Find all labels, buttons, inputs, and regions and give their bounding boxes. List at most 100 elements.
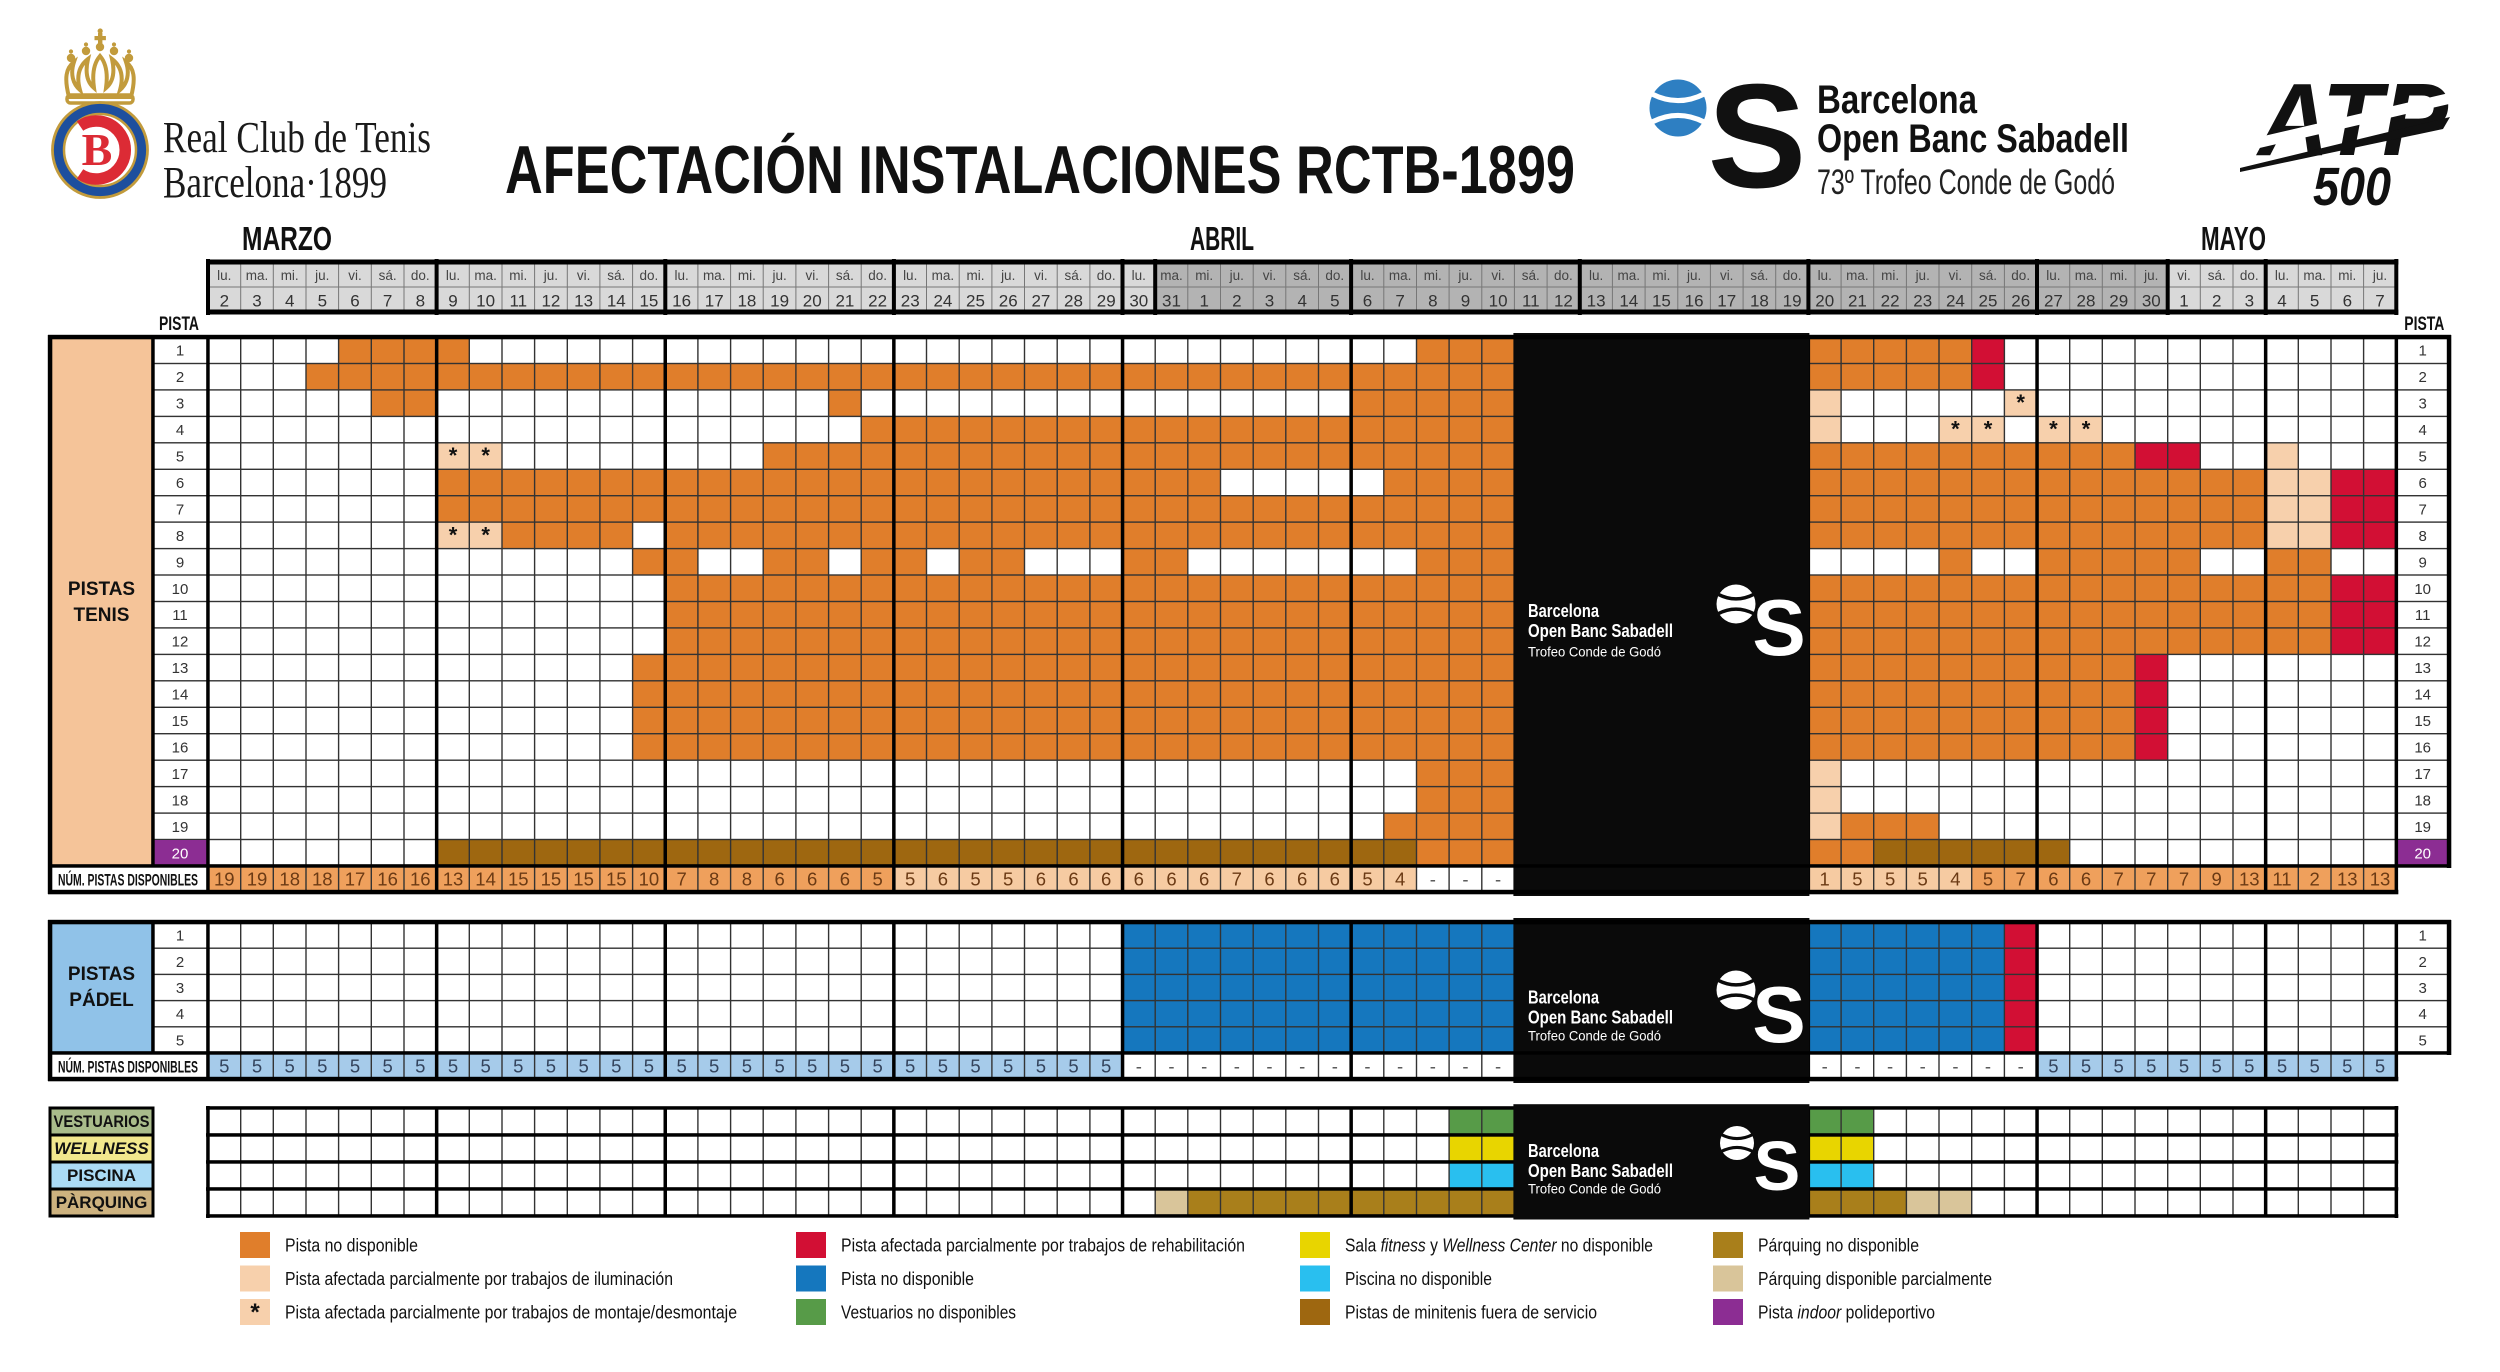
svg-text:lu.: lu. bbox=[1360, 268, 1374, 283]
svg-text:sá.: sá. bbox=[1979, 268, 1997, 283]
svg-text:Pista no disponible: Pista no disponible bbox=[841, 1269, 974, 1289]
svg-text:7: 7 bbox=[2419, 501, 2427, 518]
svg-text:sá.: sá. bbox=[379, 268, 397, 283]
svg-text:12: 12 bbox=[172, 634, 189, 651]
svg-text:6: 6 bbox=[807, 869, 817, 890]
svg-text:5: 5 bbox=[2342, 1056, 2352, 1077]
svg-text:ju.: ju. bbox=[1229, 268, 1244, 283]
svg-text:8: 8 bbox=[2419, 528, 2427, 545]
svg-text:5: 5 bbox=[578, 1056, 588, 1077]
svg-text:mi.: mi. bbox=[509, 268, 527, 283]
svg-text:5: 5 bbox=[415, 1056, 425, 1077]
svg-text:2: 2 bbox=[2419, 954, 2427, 971]
svg-text:5: 5 bbox=[2419, 449, 2427, 466]
svg-text:-: - bbox=[1887, 1056, 1893, 1077]
svg-text:6: 6 bbox=[840, 869, 850, 890]
svg-text:5: 5 bbox=[176, 1032, 184, 1049]
svg-text:do.: do. bbox=[640, 268, 659, 283]
svg-text:5: 5 bbox=[709, 1056, 719, 1077]
svg-text:vi.: vi. bbox=[1034, 268, 1048, 283]
svg-text:-: - bbox=[1136, 1056, 1142, 1077]
svg-text:Barcelona: Barcelona bbox=[1817, 78, 1978, 122]
svg-text:Pista afectada parcialmente po: Pista afectada parcialmente por trabajos… bbox=[841, 1236, 1245, 1256]
svg-text:7: 7 bbox=[1232, 869, 1242, 890]
svg-text:-: - bbox=[1985, 1056, 1991, 1077]
svg-text:mi.: mi. bbox=[738, 268, 756, 283]
svg-text:vi.: vi. bbox=[1491, 268, 1505, 283]
svg-text:Piscina no disponible: Piscina no disponible bbox=[1345, 1269, 1492, 1289]
svg-text:17: 17 bbox=[1717, 292, 1736, 311]
svg-text:PÀRQUING: PÀRQUING bbox=[56, 1193, 148, 1212]
svg-text:mi.: mi. bbox=[1652, 268, 1670, 283]
svg-text:mi.: mi. bbox=[967, 268, 985, 283]
svg-text:lu.: lu. bbox=[2275, 268, 2289, 283]
svg-text:PISTAS: PISTAS bbox=[68, 964, 135, 985]
svg-text:ma.: ma. bbox=[1846, 268, 1869, 283]
svg-text:16: 16 bbox=[2414, 740, 2431, 757]
svg-text:17: 17 bbox=[2414, 766, 2431, 783]
svg-text:5: 5 bbox=[219, 1056, 229, 1077]
svg-text:S: S bbox=[1754, 1127, 1801, 1205]
svg-text:3: 3 bbox=[176, 396, 184, 413]
svg-text:13: 13 bbox=[2239, 869, 2260, 890]
svg-text:13: 13 bbox=[172, 660, 189, 677]
svg-text:6: 6 bbox=[1036, 869, 1046, 890]
svg-text:7: 7 bbox=[2114, 869, 2124, 890]
svg-text:16: 16 bbox=[377, 869, 398, 890]
svg-text:2: 2 bbox=[176, 954, 184, 971]
svg-text:17: 17 bbox=[172, 766, 189, 783]
svg-text:-: - bbox=[1299, 1056, 1305, 1077]
svg-text:vi.: vi. bbox=[348, 268, 362, 283]
svg-text:Trofeo Conde de Godó: Trofeo Conde de Godó bbox=[1528, 1181, 1661, 1197]
svg-text:18: 18 bbox=[737, 292, 756, 311]
svg-text:5: 5 bbox=[2212, 1056, 2222, 1077]
svg-text:sá.: sá. bbox=[836, 268, 854, 283]
svg-text:vi.: vi. bbox=[2177, 268, 2191, 283]
svg-text:4: 4 bbox=[2419, 1006, 2427, 1023]
svg-text:19: 19 bbox=[1783, 292, 1802, 311]
svg-text:24: 24 bbox=[1946, 292, 1965, 311]
svg-text:-: - bbox=[2018, 1056, 2024, 1077]
svg-text:PISCINA: PISCINA bbox=[67, 1166, 136, 1185]
svg-text:22: 22 bbox=[868, 292, 887, 311]
svg-text:13: 13 bbox=[574, 292, 593, 311]
svg-text:ju.: ju. bbox=[1915, 268, 1930, 283]
svg-text:1: 1 bbox=[2419, 928, 2427, 945]
svg-text:Pista afectada parcialmente po: Pista afectada parcialmente por trabajos… bbox=[285, 1303, 737, 1323]
svg-text:5: 5 bbox=[1918, 869, 1928, 890]
svg-text:10: 10 bbox=[476, 292, 495, 311]
svg-text:5: 5 bbox=[2146, 1056, 2156, 1077]
svg-text:*: * bbox=[2016, 390, 2025, 415]
svg-text:4: 4 bbox=[2419, 422, 2427, 439]
svg-text:ma.: ma. bbox=[2303, 268, 2326, 283]
svg-text:Barcelona: Barcelona bbox=[1528, 601, 1600, 621]
svg-text:TENIS: TENIS bbox=[74, 605, 130, 626]
svg-text:2: 2 bbox=[1232, 292, 1241, 311]
svg-text:-: - bbox=[1462, 1056, 1468, 1077]
svg-text:27: 27 bbox=[1031, 292, 1050, 311]
svg-text:sá.: sá. bbox=[607, 268, 625, 283]
svg-text:mi.: mi. bbox=[1424, 268, 1442, 283]
svg-text:Párquing disponible parcialmen: Párquing disponible parcialmente bbox=[1758, 1269, 1992, 1289]
svg-text:11: 11 bbox=[172, 607, 188, 624]
svg-text:9: 9 bbox=[448, 292, 457, 311]
svg-text:mi.: mi. bbox=[2338, 268, 2356, 283]
svg-text:4: 4 bbox=[1297, 292, 1306, 311]
svg-text:31: 31 bbox=[1162, 292, 1181, 311]
svg-text:Open Banc Sabadell: Open Banc Sabadell bbox=[1528, 1008, 1673, 1028]
svg-text:MARZO: MARZO bbox=[242, 220, 332, 257]
svg-text:8: 8 bbox=[416, 292, 425, 311]
svg-text:ju.: ju. bbox=[771, 268, 786, 283]
svg-text:S: S bbox=[1752, 583, 1805, 672]
svg-text:vi.: vi. bbox=[577, 268, 591, 283]
svg-text:5: 5 bbox=[480, 1056, 490, 1077]
svg-text:Pista no disponible: Pista no disponible bbox=[285, 1236, 418, 1256]
svg-text:2: 2 bbox=[2419, 369, 2427, 386]
svg-text:Real Club de Tenis: Real Club de Tenis bbox=[163, 113, 431, 162]
svg-text:5: 5 bbox=[285, 1056, 295, 1077]
svg-text:5: 5 bbox=[2309, 1056, 2319, 1077]
svg-text:5: 5 bbox=[1330, 292, 1339, 311]
svg-text:-: - bbox=[1332, 1056, 1338, 1077]
svg-text:*: * bbox=[481, 522, 490, 547]
svg-text:PISTA: PISTA bbox=[2404, 314, 2444, 335]
